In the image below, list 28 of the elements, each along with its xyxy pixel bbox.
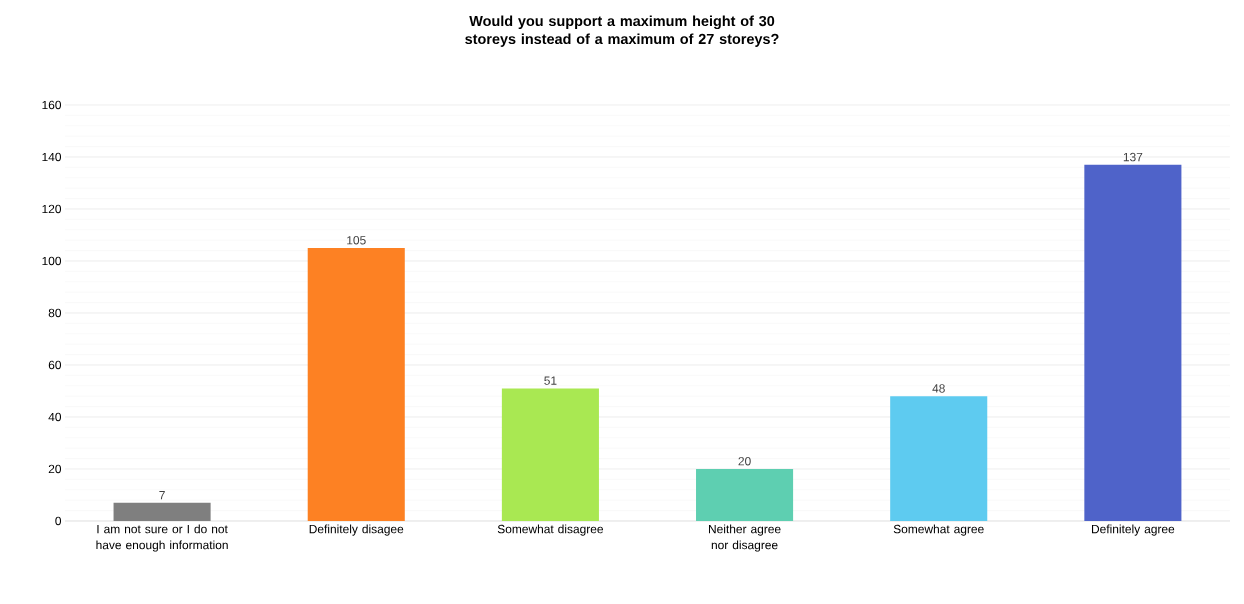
x-tick-label: I am not sure or I do not have enough information	[96, 524, 228, 552]
chart-title: Would you support a maximum height of 30 storeys instead of a maximum of 27 storeys?	[465, 15, 779, 47]
data-label: 7	[159, 491, 165, 500]
data-label: 51	[544, 376, 557, 385]
bar	[307, 247, 405, 521]
bar	[696, 468, 794, 521]
x-tick-label: Somewhat disagree	[497, 524, 604, 536]
y-tick-label: 60	[48, 360, 62, 370]
bar	[890, 396, 988, 521]
data-label: 137	[1123, 152, 1143, 162]
x-tick-label: Neither agree nor disagree	[709, 524, 781, 552]
data-label: 48	[932, 384, 945, 393]
y-tick-label: 140	[42, 152, 62, 162]
bar	[113, 502, 211, 521]
y-tick-label: 160	[42, 100, 62, 110]
y-tick-label: 0	[55, 516, 62, 526]
y-tick-label: 20	[48, 464, 62, 474]
y-tick-label: 100	[42, 256, 62, 266]
x-tick-label: Definitely disagee	[309, 524, 404, 536]
data-label: 20	[738, 457, 751, 466]
x-tick-label: Somewhat agree	[893, 524, 984, 536]
y-tick-label: 80	[48, 308, 62, 318]
y-tick-label: 120	[42, 204, 62, 214]
y-tick-label: 40	[48, 412, 62, 422]
bar	[501, 388, 599, 521]
data-label: 105	[347, 236, 366, 245]
x-tick-label: Definitely agree	[1092, 524, 1175, 536]
bar	[1084, 164, 1182, 521]
